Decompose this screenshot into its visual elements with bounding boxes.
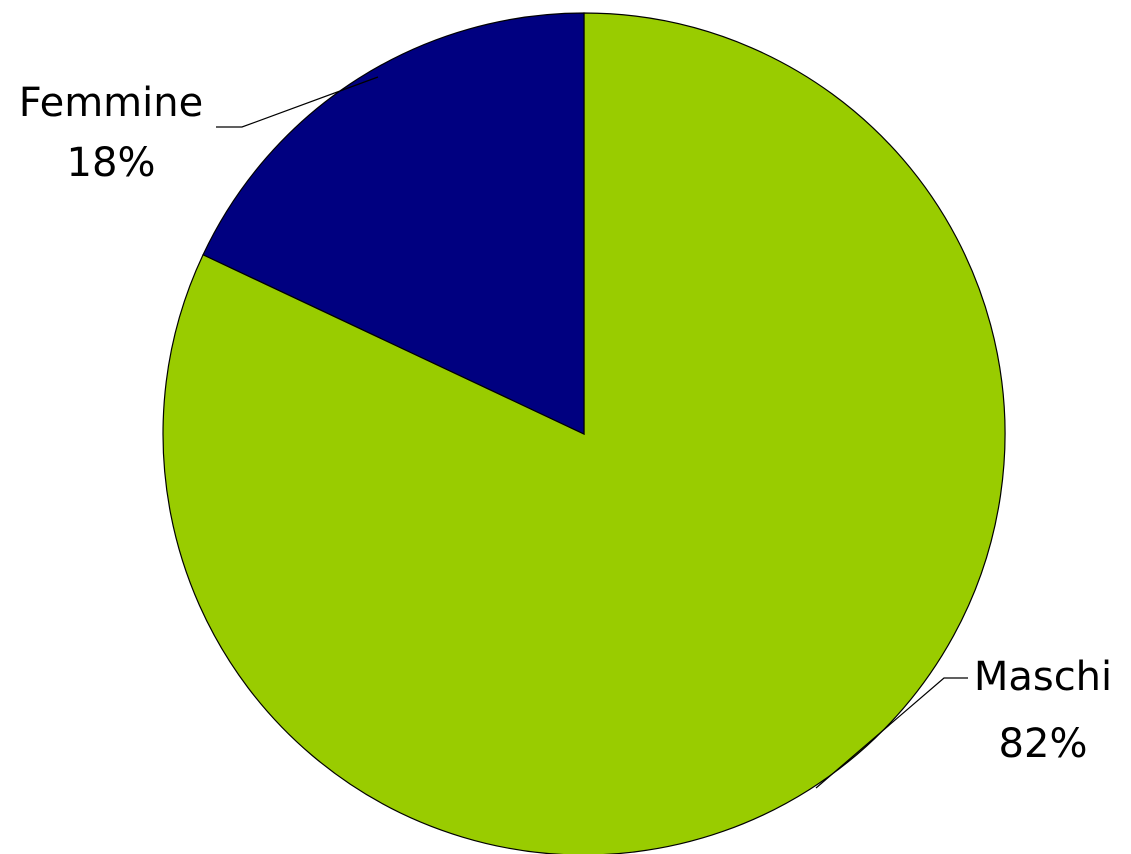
slice-percent-maschi: 82% xyxy=(999,721,1088,767)
leader-line-maschi xyxy=(815,677,968,789)
pie-slice-maschi xyxy=(162,12,1006,854)
slice-labels: Maschi 82% Femmine 18% xyxy=(19,80,1112,767)
leader-line-femmine xyxy=(216,76,379,128)
slice-label-maschi: Maschi xyxy=(974,654,1112,700)
leader-lines xyxy=(216,76,968,789)
pie-slice-femmine xyxy=(202,12,585,435)
slice-percent-femmine: 18% xyxy=(67,140,156,186)
slice-label-femmine: Femmine xyxy=(19,80,203,126)
pie-slices xyxy=(162,12,1006,854)
